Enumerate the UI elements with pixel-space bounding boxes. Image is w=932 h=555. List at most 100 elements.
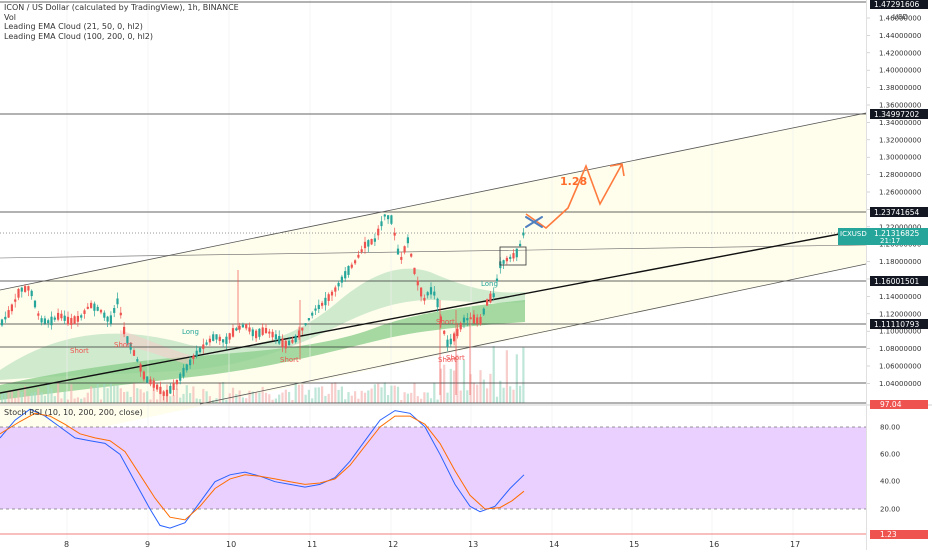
- candle-body: [119, 312, 122, 316]
- volume-bar: [179, 397, 182, 403]
- trend-lines[interactable]: [0, 112, 867, 405]
- volume-bar: [509, 386, 512, 403]
- time-tick: 14: [549, 540, 559, 549]
- candle-body: [274, 334, 277, 340]
- candle-body: [456, 328, 459, 337]
- volume-bar: [271, 399, 274, 403]
- volume-bar: [47, 384, 50, 403]
- candle-body: [380, 221, 383, 227]
- candle-body: [169, 385, 172, 394]
- rsi-axis[interactable]: 80.00 60.00 40.00 20.00: [880, 424, 900, 514]
- candle-body: [433, 291, 436, 296]
- volume-bar: [86, 392, 89, 403]
- candle-body: [116, 298, 119, 305]
- channel-upper[interactable]: [0, 112, 867, 291]
- ema-cloud-legend-2[interactable]: Leading EMA Cloud (100, 200, 0, hl2): [4, 31, 154, 41]
- volume-bar: [60, 398, 63, 403]
- candle-body: [495, 278, 499, 282]
- channel-lower[interactable]: [199, 263, 867, 405]
- candle-body: [24, 286, 27, 292]
- candle-body: [396, 248, 400, 255]
- candle-body: [162, 391, 165, 396]
- candle-body: [297, 330, 301, 338]
- consolidation-box[interactable]: [499, 246, 527, 266]
- volume-bar: [93, 387, 96, 403]
- volume-bar: [377, 383, 380, 403]
- ema-cloud-fast: [0, 268, 525, 380]
- vol-legend[interactable]: Vol: [4, 12, 16, 22]
- volume-bar: [433, 382, 436, 403]
- price-tick: 1.08000000: [879, 345, 921, 353]
- volume-bar: [238, 390, 241, 403]
- horizontal-levels[interactable]: [0, 1, 866, 404]
- candle-body: [109, 315, 112, 324]
- candle-body: [486, 299, 489, 306]
- volume-bar: [139, 389, 142, 403]
- candle-body: [93, 303, 96, 311]
- volume-bar: [304, 394, 307, 403]
- candle-body: [83, 310, 86, 314]
- volume-bar: [198, 399, 202, 403]
- candle-body: [146, 376, 149, 383]
- candle-body: [443, 330, 446, 334]
- volume-bar: [380, 387, 383, 403]
- candle-body: [245, 324, 248, 329]
- volume-bar: [225, 399, 228, 403]
- volume-bar: [222, 382, 225, 403]
- volume-bar: [449, 368, 452, 403]
- cross-icon[interactable]: [525, 216, 543, 228]
- candle-body: [123, 326, 126, 335]
- volume-bar: [7, 391, 10, 403]
- volume-bar: [43, 395, 46, 403]
- volume-bar: [63, 391, 66, 403]
- volume-bar: [30, 392, 33, 403]
- price-axis[interactable]: 1.46000000 1.44000000 1.42000000 1.40000000…: [866, 15, 921, 388]
- countdown-label: 21:17: [880, 237, 900, 245]
- candle-body: [90, 302, 93, 309]
- volume-bar: [456, 354, 459, 403]
- volume-bar: [301, 384, 304, 403]
- candle-body: [284, 340, 287, 349]
- time-axis[interactable]: 8 9 10 11 12 13 14 15 16 17: [64, 540, 800, 549]
- candle-body: [393, 232, 396, 236]
- volume-bar: [360, 390, 363, 403]
- main-trend-line[interactable]: [0, 228, 867, 394]
- candle-body: [350, 264, 353, 268]
- mid-line[interactable]: [0, 244, 867, 259]
- level-4-label: 1.11110793: [874, 320, 920, 329]
- volume-bar: [123, 392, 126, 403]
- volume-bar: [116, 385, 119, 403]
- volume-bar: [17, 390, 20, 403]
- candle-body: [426, 292, 429, 296]
- candle-body: [502, 260, 505, 264]
- volume-bar: [482, 379, 485, 403]
- candle-body: [53, 317, 56, 320]
- candle-body: [324, 297, 327, 306]
- stoch-rsi-legend[interactable]: Stoch RSI (10, 10, 200, 200, close): [4, 408, 143, 417]
- symbol-title[interactable]: ICON / US Dollar (calculated by TradingV…: [4, 3, 239, 12]
- candle-body: [231, 328, 235, 337]
- candle-body: [208, 338, 211, 343]
- projection-path[interactable]: [525, 163, 623, 230]
- price-tick: 1.10000000: [879, 328, 921, 336]
- volume-bar: [192, 386, 195, 403]
- volume-bar: [297, 384, 301, 403]
- signal-labels: Short Short Long Short Short Short Long …: [70, 280, 498, 364]
- volume-bar: [347, 392, 350, 403]
- candle-body: [10, 304, 13, 312]
- candle-body: [37, 313, 40, 316]
- ema-cloud-legend-1[interactable]: Leading EMA Cloud (21, 50, 0, hl2): [4, 22, 143, 31]
- price-tick: 1.06000000: [879, 363, 921, 371]
- candle-body: [489, 293, 492, 303]
- chart-legend: ICON / US Dollar (calculated by TradingV…: [4, 3, 239, 41]
- price-tick: 1.14000000: [879, 293, 921, 301]
- volume-bar: [373, 384, 376, 403]
- price-tick: 1.18000000: [879, 258, 921, 266]
- price-tick: 1.36000000: [879, 102, 921, 110]
- candle-body: [7, 310, 10, 318]
- candle-body: [149, 379, 152, 385]
- candle-body: [60, 313, 63, 319]
- volume-bar: [156, 399, 159, 403]
